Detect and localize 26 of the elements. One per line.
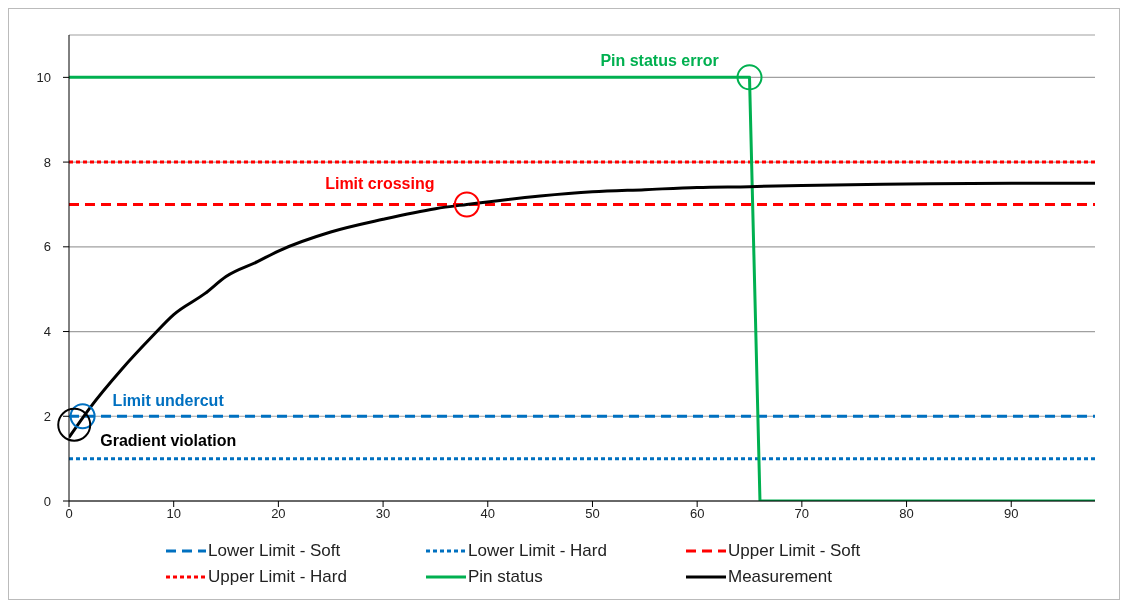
annotation: Gradient violation — [100, 431, 237, 449]
annotation: Limit crossing — [325, 174, 435, 192]
legend-label: Pin status — [468, 567, 543, 587]
annotation: Pin status error — [600, 51, 719, 69]
y-tick-label: 10 — [36, 69, 51, 85]
legend-label: Upper Limit - Soft — [728, 541, 861, 561]
legend-label: Upper Limit - Hard — [208, 567, 347, 587]
x-tick-label: 60 — [689, 506, 705, 522]
x-tick-label: 10 — [166, 506, 181, 522]
x-tick-label: 70 — [794, 506, 810, 522]
x-tick-label: 20 — [271, 506, 286, 522]
legend-label: Measurement — [728, 567, 832, 587]
x-tick-label: 0 — [65, 506, 73, 522]
x-tick-label: 80 — [899, 506, 914, 522]
y-tick-label: 0 — [43, 493, 51, 509]
x-tick-label: 40 — [480, 506, 496, 522]
x-tick-label: 50 — [585, 506, 600, 522]
legend-label: Lower Limit - Hard — [468, 541, 607, 561]
y-tick-label: 6 — [43, 239, 51, 255]
x-tick-label: 90 — [1004, 506, 1019, 522]
annotation: Limit undercut — [112, 392, 225, 410]
y-tick-label: 2 — [43, 408, 51, 424]
x-tick-label: 30 — [375, 506, 391, 522]
y-tick-label: 8 — [43, 154, 51, 170]
legend-label: Lower Limit - Soft — [208, 541, 341, 561]
y-tick-label: 4 — [43, 324, 51, 340]
